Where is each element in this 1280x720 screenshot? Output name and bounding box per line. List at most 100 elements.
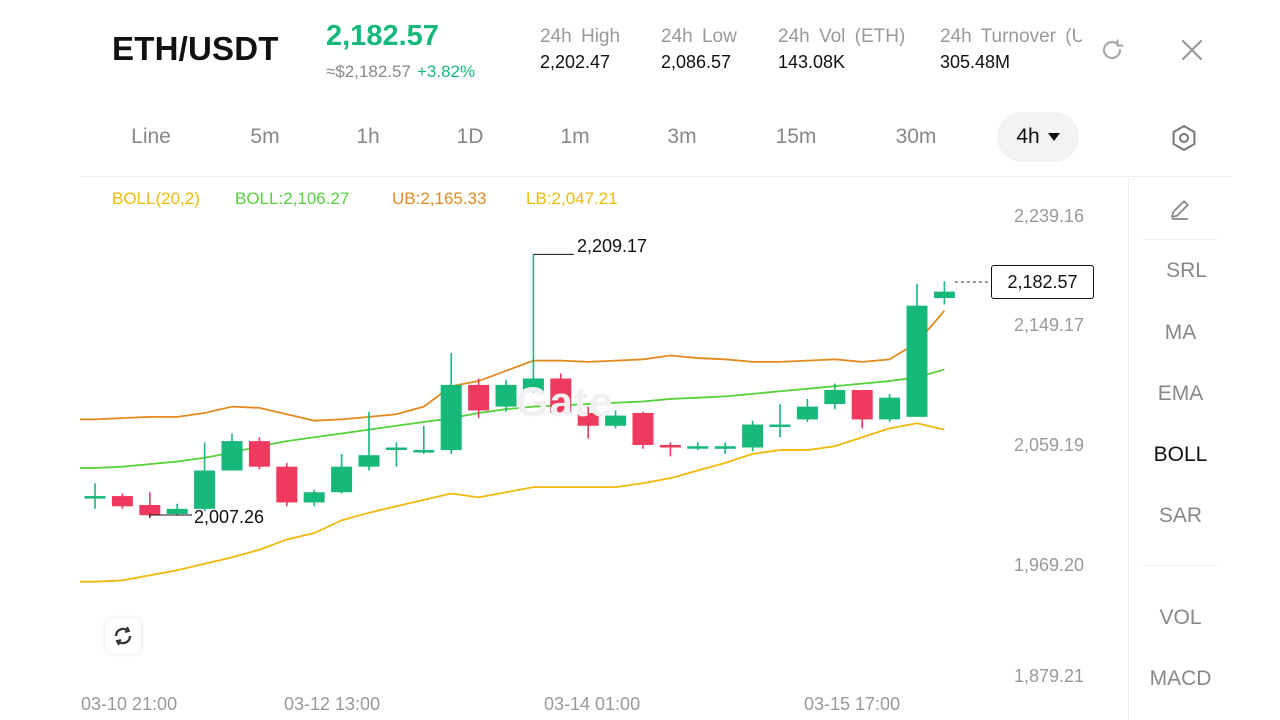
x-tick-label: 03-14 01:00: [544, 694, 641, 714]
candle-up: [522, 378, 544, 392]
current-price-tag: 2,182.57: [991, 265, 1094, 299]
stat-24h-volume: 24h Vol (ETH) 143.08K: [778, 26, 905, 73]
last-price: 2,182.57: [326, 20, 439, 52]
candle-up: [605, 415, 627, 426]
candle-down: [248, 441, 270, 467]
boll-lower-value: LB:2,047.21: [526, 189, 618, 208]
candle-up: [194, 470, 216, 509]
stat-label: 24h Low: [661, 26, 737, 47]
tab-1m[interactable]: 1m: [560, 125, 590, 148]
indicator-sar[interactable]: SAR: [1158, 504, 1203, 527]
candle-down: [550, 378, 572, 414]
high-marker-label: 2,209.17: [577, 236, 648, 256]
low-marker-line: [149, 514, 192, 518]
candle-down: [139, 505, 161, 516]
stat-value: 2,086.57: [661, 52, 732, 72]
candle-up: [933, 291, 955, 298]
divider: [80, 176, 1232, 177]
indicator-macd[interactable]: MACD: [1149, 667, 1212, 690]
price-subline: ≈$2,182.57 +3.82%: [326, 62, 475, 82]
stat-value: 143.08K: [778, 52, 846, 72]
candle-up: [84, 496, 106, 499]
candle-up: [769, 424, 791, 428]
indicator-srl[interactable]: SRL: [1166, 259, 1207, 282]
indicator-ma[interactable]: MA: [1164, 321, 1197, 344]
tab-5m[interactable]: 5m: [250, 125, 280, 148]
stat-24h-low: 24h Low 2,086.57: [661, 26, 737, 73]
stat-label: 24h Vol (ETH): [778, 26, 906, 47]
tab-line[interactable]: Line: [131, 125, 171, 148]
candle-down: [577, 413, 599, 426]
interval-tabs: Line 5m 1h 1D 1m 3m 15m 30m 4h: [0, 112, 1280, 162]
candle-up: [331, 466, 353, 493]
indicator-sidebar: SRL MA EMA BOLL SAR VOL MACD: [1128, 178, 1232, 720]
indicator-boll[interactable]: BOLL: [1153, 443, 1208, 466]
y-tick-label: 1,879.21: [1014, 666, 1085, 686]
tab-1d[interactable]: 1D: [456, 125, 484, 148]
stat-label: 24h Turnover (USDT): [940, 26, 1082, 47]
y-tick-label: 2,059.19: [1014, 435, 1085, 455]
refresh-icon[interactable]: [1098, 36, 1126, 64]
candle-up: [303, 492, 325, 503]
chart-canvas: [80, 253, 990, 583]
candle-down: [632, 413, 654, 445]
indicator-vol[interactable]: VOL: [1159, 606, 1202, 629]
boll-upper-line: [80, 310, 946, 422]
reset-icon: [114, 626, 132, 646]
candle-down: [111, 496, 133, 507]
stat-value: 305.48M: [940, 52, 1011, 72]
x-tick-label: 03-12 13:00: [284, 694, 381, 714]
candle-up: [358, 455, 380, 467]
y-tick-label: 2,239.16: [1014, 206, 1085, 226]
reset-view-button[interactable]: [105, 618, 141, 654]
tab-30m[interactable]: 30m: [895, 125, 937, 148]
boll-mid-value: BOLL:2,106.27: [235, 189, 350, 208]
low-marker-label: 2,007.26: [194, 507, 265, 527]
candle-up: [495, 384, 517, 407]
divider: [1143, 239, 1217, 240]
selected-interval: 4h: [1016, 125, 1040, 148]
candle-up: [687, 446, 709, 449]
change-percent: +3.82%: [416, 62, 476, 81]
candle-up: [413, 450, 435, 453]
boll-lower-line: [80, 422, 945, 583]
stat-label: 24h High: [540, 26, 621, 47]
pencil-icon[interactable]: [1167, 196, 1193, 222]
tab-4h-selected[interactable]: 4h: [997, 112, 1079, 162]
stat-value: 2,202.47: [540, 52, 611, 72]
candle-down: [468, 384, 490, 411]
candle-up: [796, 406, 818, 420]
stat-24h-turnover: 24h Turnover (USDT) 305.48M: [940, 26, 1082, 73]
candle-up: [906, 305, 928, 417]
x-tick-label: 03-10 21:00: [81, 694, 178, 714]
candle-up: [166, 508, 188, 514]
x-tick-label: 03-15 17:00: [804, 694, 901, 714]
chart-settings-icon[interactable]: [1170, 124, 1198, 152]
stat-24h-high: 24h High 2,202.47: [540, 26, 620, 73]
y-tick-label: 2,149.17: [1014, 315, 1085, 335]
candle-up: [714, 446, 736, 449]
candle-down: [659, 444, 681, 448]
tab-15m[interactable]: 15m: [775, 125, 817, 148]
pair-title: ETH/USDT: [112, 30, 279, 67]
candle-up: [742, 424, 764, 448]
tab-1h[interactable]: 1h: [356, 125, 380, 148]
candle-down: [276, 466, 298, 503]
watermark: Gate: [516, 378, 614, 425]
candle-up: [221, 441, 243, 471]
price-chart[interactable]: Gate: [80, 178, 1128, 720]
candle-up: [879, 397, 901, 420]
caret-down-icon: [1047, 133, 1060, 142]
boll-params: BOLL(20,2): [112, 189, 200, 208]
tab-3m[interactable]: 3m: [667, 125, 697, 148]
divider: [1143, 565, 1217, 566]
candle-up: [385, 447, 407, 451]
candle-up: [824, 390, 846, 405]
close-icon[interactable]: [1178, 36, 1206, 64]
boll-upper-value: UB:2,165.33: [392, 189, 487, 208]
y-tick-label: 1,969.20: [1014, 555, 1085, 575]
candle-down: [851, 390, 873, 420]
indicator-ema[interactable]: EMA: [1157, 382, 1204, 405]
fiat-price: ≈$2,182.57: [326, 62, 411, 81]
candle-up: [440, 384, 462, 451]
